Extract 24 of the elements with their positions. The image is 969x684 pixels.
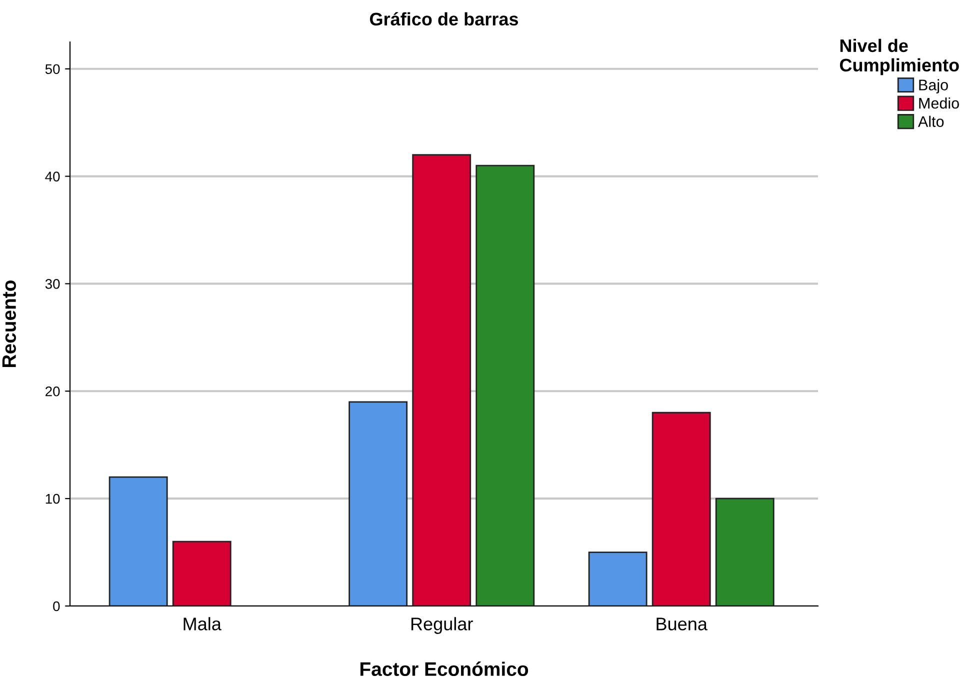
bar [715, 498, 774, 606]
x-tick-label: Buena [656, 618, 708, 630]
y-axis-title: Recuento [2, 280, 16, 367]
x-axis-title: Factor Económico [360, 662, 528, 676]
chart-title: Gráfico de barras [370, 12, 518, 26]
bar [476, 164, 535, 606]
y-tick-label: 30 [45, 279, 60, 289]
bar [172, 540, 232, 606]
y-tick-label: 40 [45, 172, 60, 182]
legend-title: Nivel de Cumplimiento [840, 38, 959, 76]
legend-label: Bajo [919, 79, 948, 94]
legend-label: Medio [919, 97, 959, 109]
y-tick-label: 50 [45, 64, 60, 74]
y-tick-label: 10 [46, 494, 60, 504]
x-tick-label: Regular [411, 617, 473, 634]
x-tick-label: Mala [184, 617, 222, 630]
bar [412, 154, 472, 606]
legend-label: Alto [918, 116, 944, 127]
bar [108, 476, 168, 606]
bar [348, 401, 408, 606]
y-tick-label: 20 [46, 386, 60, 396]
y-tick-label: 0 [53, 601, 60, 612]
bar [652, 412, 711, 606]
bar [588, 552, 648, 606]
